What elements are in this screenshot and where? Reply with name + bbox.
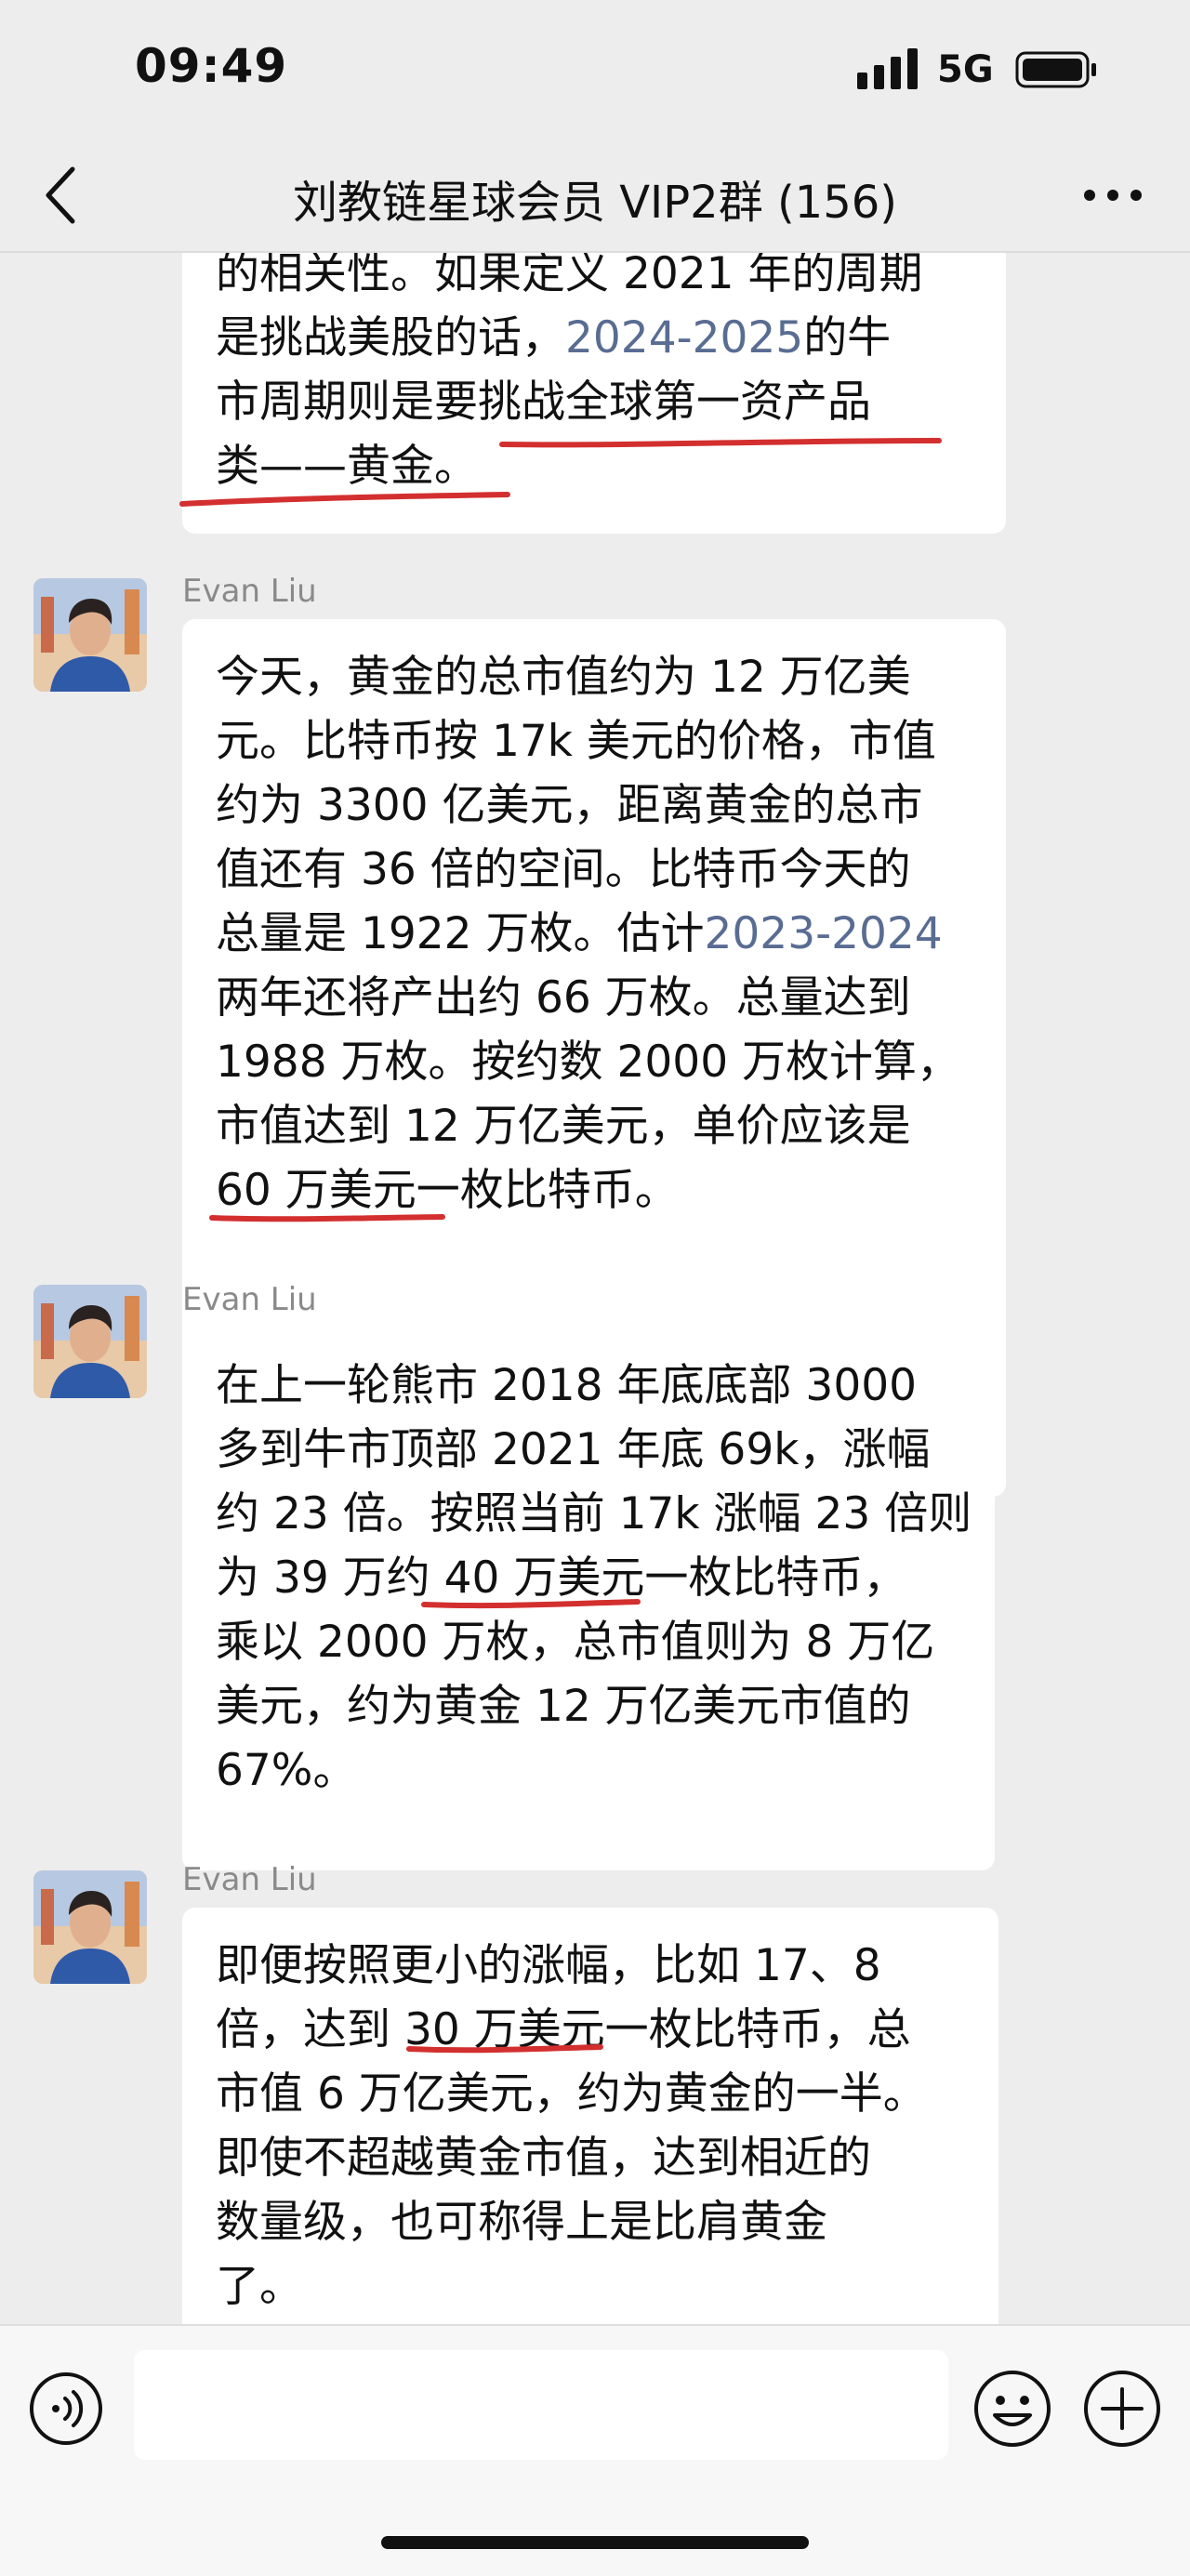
message-line: 类——黄金。	[216, 434, 923, 498]
message-line: 市值达到 12 万亿美元，单价应该是	[216, 1094, 960, 1158]
text-span: 67%。	[216, 1745, 357, 1796]
text-span: 市周期则是要挑战全球第一资产品	[216, 376, 871, 428]
text-span: 乘以 2000 万枚，总市值则为 8 万亿	[216, 1617, 935, 1668]
text-span: 为 39 万约 40 万美元一枚比特币，	[216, 1552, 907, 1604]
status-time: 09:49	[135, 39, 288, 93]
text-span: 的牛	[803, 312, 892, 363]
message-line: 的相关性。如果定义 2021 年的周期	[216, 253, 923, 306]
text-span: 市值达到 12 万亿美元，单价应该是	[216, 1101, 911, 1152]
message-line: 美元，约为黄金 12 万亿美元市值的	[216, 1674, 972, 1738]
message-bubble[interactable]: 在上一轮熊市 2018 年底底部 3000 多到牛市顶部 2021 年底 69k…	[182, 1328, 995, 1870]
text-span: 元。比特币按 17k 美元的价格，市值	[216, 716, 936, 767]
message-line: 在上一轮熊市 2018 年底底部 3000	[216, 1354, 972, 1418]
network-type: 5G	[937, 48, 994, 91]
text-span: 值还有 36 倍的空间。比特币今天的	[216, 844, 911, 895]
message-bubble[interactable]: 的相关性。如果定义 2021 年的周期 是挑战美股的话，2024-2025的牛 …	[182, 253, 1006, 534]
message-line: 总量是 1922 万枚。估计2023-2024	[216, 902, 960, 966]
message-line: 约 23 倍。按照当前 17k 涨幅 23 倍则	[216, 1482, 972, 1546]
sender-name: Evan Liu	[182, 1861, 317, 1898]
text-span: 即使不超越黄金市值，达到相近的	[216, 2133, 871, 2184]
date-link[interactable]: 2023-2024	[704, 908, 943, 959]
message-input[interactable]	[134, 2350, 948, 2460]
message-line: 1988 万枚。按约数 2000 万枚计算，	[216, 1030, 960, 1094]
red-underline-mark	[209, 1214, 445, 1222]
red-underline-mark	[421, 1599, 641, 1609]
text-span: 60 万美元一枚比特币。	[216, 1165, 679, 1216]
text-span: 是挑战美股的话，	[216, 312, 565, 363]
avatar[interactable]	[33, 578, 147, 692]
message-list[interactable]: 的相关性。如果定义 2021 年的周期 是挑战美股的话，2024-2025的牛 …	[0, 253, 1190, 2324]
message-line: 了。	[216, 2254, 927, 2318]
text-span: 类——黄金。	[216, 441, 478, 492]
plus-icon[interactable]	[1082, 2369, 1162, 2449]
message-line: 约为 3300 亿美元，距离黄金的总市	[216, 773, 960, 838]
text-span: 了。	[216, 2261, 303, 2312]
text-span: 在上一轮熊市 2018 年底底部 3000	[216, 1360, 918, 1411]
chat-header: 刘教链星球会员 VIP2群 (156)	[0, 139, 1190, 253]
message-line: 元。比特币按 17k 美元的价格，市值	[216, 709, 960, 773]
message-line: 两年还将产出约 66 万枚。总量达到	[216, 966, 960, 1030]
message-line: 数量级，也可称得上是比肩黄金	[216, 2190, 927, 2254]
home-indicator	[381, 2536, 809, 2549]
emoji-icon[interactable]	[972, 2369, 1052, 2449]
red-underline-mark	[179, 438, 942, 507]
message-line: 67%。	[216, 1738, 972, 1803]
input-bar	[0, 2324, 1190, 2576]
message-line: 市周期则是要挑战全球第一资产品	[216, 370, 923, 434]
signal-icon	[857, 48, 918, 89]
avatar[interactable]	[33, 1870, 147, 1984]
message-line: 多到牛市顶部 2021 年底 69k，涨幅	[216, 1418, 972, 1482]
text-span: 的相关性。如果定义 2021 年的周期	[216, 253, 923, 299]
message-line: 即使不超越黄金市值，达到相近的	[216, 2126, 927, 2190]
more-icon[interactable]	[1080, 177, 1145, 214]
sender-name: Evan Liu	[182, 573, 317, 610]
text-span: 美元，约为黄金 12 万亿美元市值的	[216, 1681, 911, 1732]
date-link[interactable]: 2024-2025	[565, 312, 804, 363]
message-line: 今天，黄金的总市值约为 12 万亿美	[216, 645, 960, 709]
text-span: 约为 3300 亿美元，距离黄金的总市	[216, 780, 923, 831]
message-line: 为 39 万约 40 万美元一枚比特币，	[216, 1546, 972, 1610]
avatar-image	[33, 578, 147, 692]
text-span: 今天，黄金的总市值约为 12 万亿美	[216, 652, 911, 703]
text-span: 市值 6 万亿美元，约为黄金的一半。	[216, 2068, 927, 2120]
chat-title: 刘教链星球会员 VIP2群 (156)	[292, 177, 898, 229]
red-underline-mark	[406, 2044, 603, 2054]
avatar-image	[33, 1285, 147, 1398]
message-line: 60 万美元一枚比特币。	[216, 1158, 960, 1222]
message-line: 即便按照更小的涨幅，比如 17、8	[216, 1934, 927, 1998]
text-span: 两年还将产出约 66 万枚。总量达到	[216, 972, 911, 1024]
text-span: 多到牛市顶部 2021 年底 69k，涨幅	[216, 1424, 931, 1475]
status-bar: 09:49 5G	[0, 0, 1190, 139]
message-line: 市值 6 万亿美元，约为黄金的一半。	[216, 2062, 927, 2126]
message-line: 值还有 36 倍的空间。比特币今天的	[216, 838, 960, 902]
text-span: 约 23 倍。按照当前 17k 涨幅 23 倍则	[216, 1488, 972, 1539]
text-span: 数量级，也可称得上是比肩黄金	[216, 2197, 827, 2248]
battery-icon	[1015, 51, 1096, 88]
text-span: 总量是 1922 万枚。估计	[216, 908, 705, 959]
message-bubble[interactable]: 即便按照更小的涨幅，比如 17、8 倍，达到 30 万美元一枚比特币，总 市值 …	[182, 1908, 998, 2324]
avatar[interactable]	[33, 1285, 147, 1398]
text-span: 1988 万枚。按约数 2000 万枚计算，	[216, 1037, 961, 1088]
back-arrow-icon[interactable]	[37, 160, 84, 231]
text-span: 即便按照更小的涨幅，比如 17、8	[216, 1940, 881, 1991]
voice-icon[interactable]	[28, 2371, 104, 2447]
sender-name: Evan Liu	[182, 1281, 317, 1318]
avatar-image	[33, 1870, 147, 1984]
message-line: 乘以 2000 万枚，总市值则为 8 万亿	[216, 1610, 972, 1674]
message-line: 是挑战美股的话，2024-2025的牛	[216, 306, 923, 370]
